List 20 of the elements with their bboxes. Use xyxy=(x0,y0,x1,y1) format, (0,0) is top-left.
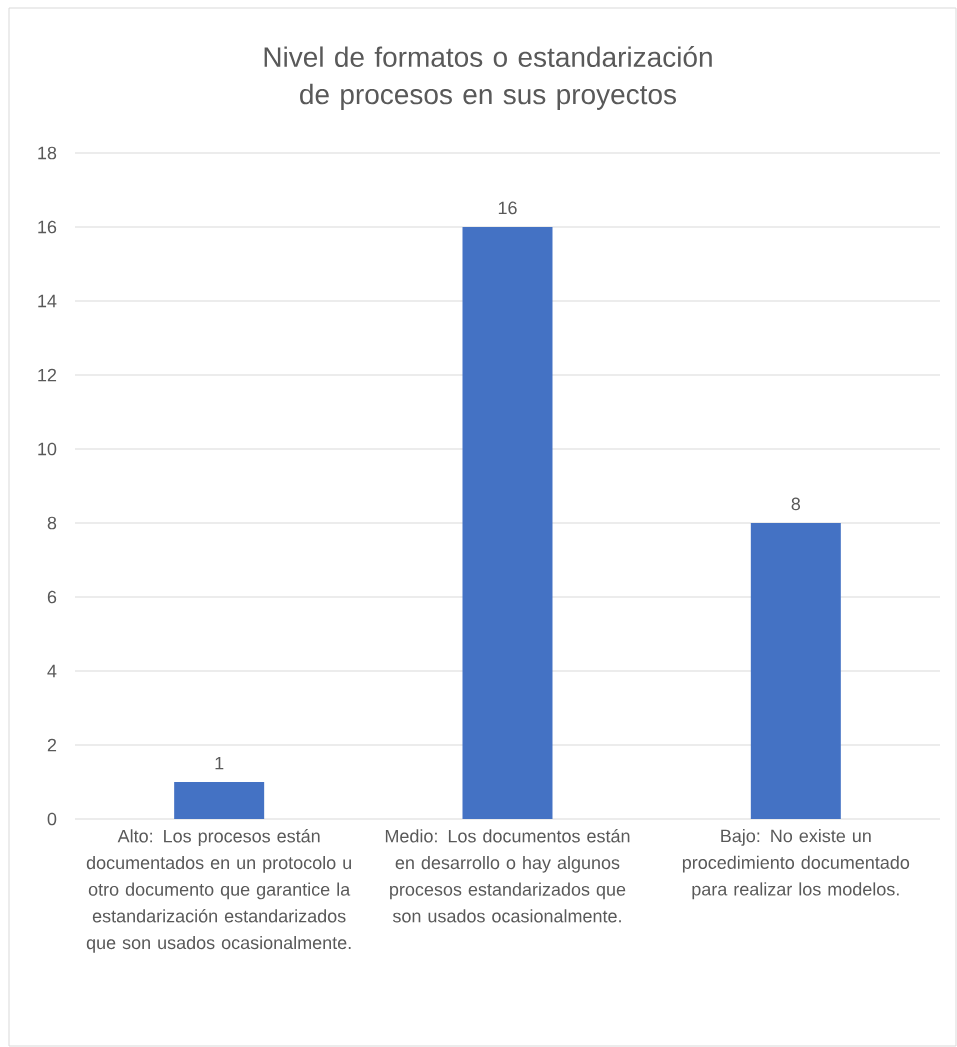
y-tick-label: 16 xyxy=(38,220,57,234)
y-tick-label: 0 xyxy=(47,812,57,826)
x-tick-label: Bajo: No existe un procedimiento documentado para realizar los modelos. xyxy=(682,829,910,900)
bar xyxy=(462,227,553,819)
y-tick-label: 10 xyxy=(38,442,57,456)
chart-title: Nivel de formatos o estandarización de procesos en sus proyectos xyxy=(264,46,712,110)
y-tick-label: 2 xyxy=(47,738,57,752)
data-label: 1 xyxy=(215,756,224,770)
x-tick-label: Medio: Los documentos están en desarrollo o hay algunos procesos estandarizados que son usados ocasionalmente. xyxy=(385,829,630,923)
y-tick-label: 18 xyxy=(38,146,57,160)
y-tick-label: 6 xyxy=(47,590,57,604)
y-tick-label: 4 xyxy=(47,664,57,678)
y-tick-label: 12 xyxy=(38,368,57,382)
bar xyxy=(174,782,265,819)
y-tick-label: 14 xyxy=(38,294,57,308)
y-tick-label: 8 xyxy=(47,516,57,530)
x-tick-label: Alto: Los procesos están documentados en un protocolo u otro documento que garantice la estandarización estandarizados que son usados ocasionalmente. xyxy=(86,829,352,953)
data-label: 8 xyxy=(791,497,801,511)
bar xyxy=(750,523,841,819)
data-label: 16 xyxy=(498,201,517,215)
